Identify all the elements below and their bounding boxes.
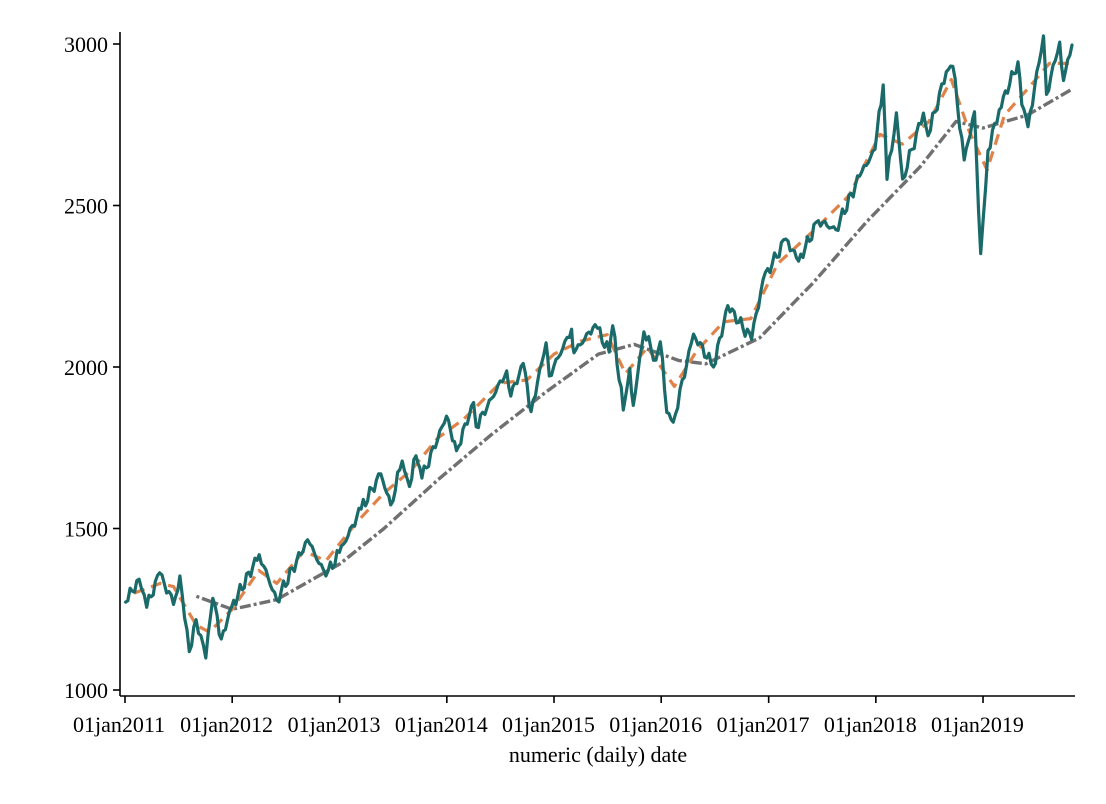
x-ticks: 01jan2011 01jan2012 01jan2013 01jan2014 01ja… [73,696,1024,737]
y-tick-label: 1500 [64,517,108,542]
y-tick-label: 2500 [64,194,108,219]
x-tick-label: 01jan2011 [73,712,165,737]
y-tick-label: 2000 [64,355,108,380]
x-tick-label: 01jan2014 [395,712,488,737]
series-layer [124,34,1074,660]
x-tick-label: 01jan2015 [502,712,595,737]
x-tick-label: 01jan2013 [288,712,381,737]
x-tick-label: 01jan2012 [180,712,273,737]
x-tick-label: 01jan2017 [717,712,810,737]
y-tick-label: 3000 [64,32,108,57]
x-tick-label: 01jan2018 [824,712,917,737]
x-tick-label: 01jan2016 [609,712,702,737]
y-ticks: 1000 1500 2000 2500 3000 [64,32,120,703]
x-axis-title: numeric (daily) date [509,742,687,767]
y-tick-label: 1000 [64,678,108,703]
x-tick-label: 01jan2019 [931,712,1024,737]
series-line-dash [133,61,1072,634]
series-line-solid [124,34,1074,660]
